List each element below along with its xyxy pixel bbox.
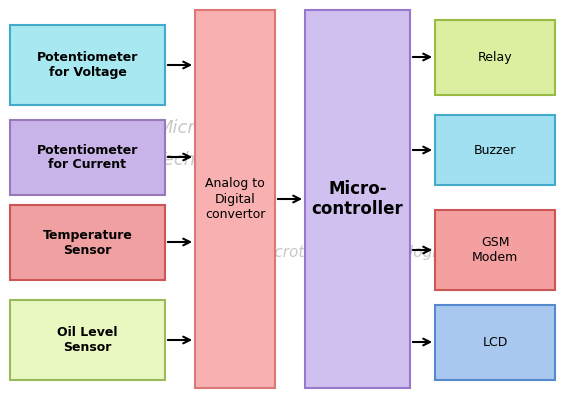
FancyBboxPatch shape [10, 205, 165, 280]
Text: Technologies: Technologies [154, 151, 270, 169]
Text: Microtronics: Microtronics [157, 119, 267, 137]
FancyBboxPatch shape [435, 20, 555, 95]
Text: Oil Level
Sensor: Oil Level Sensor [57, 326, 118, 354]
FancyBboxPatch shape [435, 115, 555, 185]
FancyBboxPatch shape [435, 305, 555, 380]
Text: Analog to
Digital
convertor: Analog to Digital convertor [205, 178, 265, 220]
Text: Buzzer: Buzzer [474, 144, 516, 156]
FancyBboxPatch shape [10, 120, 165, 195]
FancyBboxPatch shape [195, 10, 275, 388]
Text: Potentiometer
for Voltage: Potentiometer for Voltage [37, 51, 138, 79]
Text: Microtronics Technologies: Microtronics Technologies [258, 244, 454, 260]
FancyBboxPatch shape [10, 300, 165, 380]
Text: Temperature
Sensor: Temperature Sensor [42, 228, 133, 256]
Text: Potentiometer
for Current: Potentiometer for Current [37, 144, 138, 172]
Text: LCD: LCD [482, 336, 507, 349]
Text: Micro-
controller: Micro- controller [312, 180, 404, 218]
Text: Relay: Relay [478, 51, 513, 64]
FancyBboxPatch shape [305, 10, 410, 388]
FancyBboxPatch shape [435, 210, 555, 290]
Text: GSM
Modem: GSM Modem [472, 236, 518, 264]
FancyBboxPatch shape [10, 25, 165, 105]
